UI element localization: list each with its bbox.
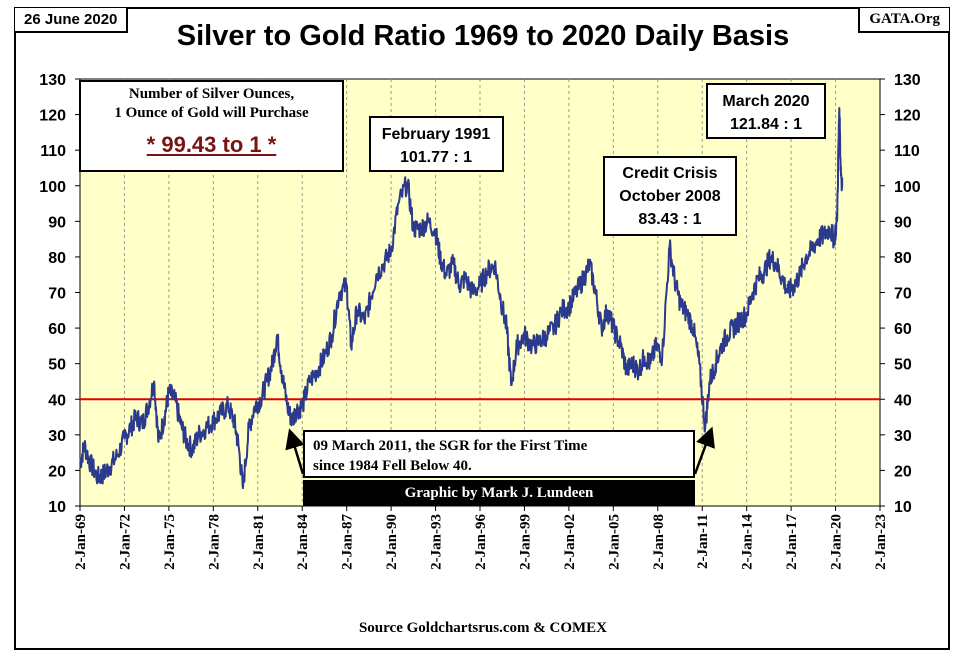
annotation-feb-1991-line2: 101.77 : 1 — [400, 149, 472, 166]
site-label: GATA.Org — [858, 8, 949, 33]
y-tick-label-left: 110 — [40, 143, 66, 160]
annotation-oct-2008: Credit Crisis October 2008 83.43 : 1 — [603, 156, 737, 236]
y-tick-label-right: 70 — [894, 286, 912, 303]
x-tick-label: 2-Jan-78 — [206, 514, 222, 570]
annotation-oct-2008-line2: October 2008 — [619, 188, 720, 205]
x-tick-label: 2-Jan-99 — [517, 514, 533, 570]
x-tick-label: 2-Jan-81 — [251, 514, 267, 570]
y-tick-label-left: 50 — [48, 357, 66, 374]
x-axis: 2-Jan-69 2-Jan-72 2-Jan-75 2-Jan-78 2-Jan-81… — [73, 506, 889, 570]
ratio-series-line — [79, 107, 844, 490]
y-tick-label-right: 130 — [894, 72, 921, 89]
y-tick-label-left: 40 — [48, 392, 66, 409]
y-tick-label-left: 10 — [48, 499, 66, 516]
arrow-1984 — [285, 428, 305, 475]
current-ratio: * 99.43 to 1 * — [146, 132, 277, 157]
info-line1: Number of Silver Ounces, — [128, 86, 295, 102]
x-tick-label: 2-Jan-96 — [473, 514, 489, 570]
y-tick-label-left: 100 — [39, 179, 66, 196]
note-box: 09 March 2011, the SGR for the First Tim… — [303, 430, 695, 478]
y-tick-label-left: 60 — [48, 321, 66, 338]
y-tick-label-right: 10 — [894, 499, 912, 516]
y-tick-label-left: 130 — [39, 72, 66, 89]
x-tick-label: 2-Jan-69 — [73, 514, 89, 570]
x-tick-label: 2-Jan-75 — [162, 514, 178, 570]
date-label: 26 June 2020 — [15, 8, 129, 33]
y-tick-label-right: 40 — [894, 392, 912, 409]
y-axis-left: 10 20 30 40 50 60 70 80 90 100 110 120 130 — [39, 72, 885, 516]
x-tick-label: 2-Jan-72 — [117, 514, 133, 570]
y-tick-label-right: 80 — [894, 250, 912, 267]
note-line2: since 1984 Fell Below 40. — [313, 458, 472, 474]
x-tick-label: 2-Jan-23 — [873, 514, 889, 570]
x-tick-label: 2-Jan-20 — [829, 514, 845, 570]
y-tick-label-right: 20 — [894, 463, 912, 480]
y-axis-right: 10 20 30 40 50 60 70 80 90 100 110 120 130 — [894, 72, 921, 516]
note-line1: 09 March 2011, the SGR for the First Tim… — [313, 438, 588, 454]
annotation-mar-2020-line2: 121.84 : 1 — [730, 116, 802, 133]
y-tick-label-right: 110 — [894, 143, 920, 160]
y-tick-label-right: 90 — [894, 214, 912, 231]
y-tick-label-right: 30 — [894, 428, 912, 445]
x-tick-label: 2-Jan-90 — [384, 514, 400, 570]
x-tick-label: 2-Jan-14 — [740, 514, 756, 570]
x-tick-label: 2-Jan-93 — [429, 514, 445, 570]
credit-bar: Graphic by Mark J. Lundeen — [303, 480, 695, 506]
x-tick-label: 2-Jan-84 — [295, 514, 311, 570]
chart-title: Silver to Gold Ratio 1969 to 2020 Daily … — [176, 20, 790, 52]
y-tick-label-left: 20 — [48, 463, 66, 480]
annotation-oct-2008-line3: 83.43 : 1 — [638, 211, 701, 228]
y-tick-label-right: 100 — [894, 179, 921, 196]
annotation-mar-2020-line1: March 2020 — [722, 93, 809, 110]
x-tick-label: 2-Jan-17 — [784, 514, 800, 570]
x-tick-label: 2-Jan-08 — [651, 514, 667, 570]
annotation-feb-1991-line1: February 1991 — [382, 126, 491, 143]
y-tick-label-left: 120 — [39, 108, 66, 125]
y-tick-label-left: 90 — [48, 214, 66, 231]
annotation-feb-1991: February 1991 101.77 : 1 — [369, 116, 504, 172]
y-tick-label-left: 30 — [48, 428, 66, 445]
ratio-info-box: Number of Silver Ounces, 1 Ounce of Gold… — [79, 80, 344, 172]
y-tick-label-left: 70 — [48, 286, 66, 303]
y-tick-label-right: 50 — [894, 357, 912, 374]
arrow-2011 — [693, 426, 715, 475]
annotation-mar-2020: March 2020 121.84 : 1 — [706, 83, 826, 139]
info-line2: 1 Ounce of Gold will Purchase — [114, 105, 309, 121]
y-tick-label-right: 60 — [894, 321, 912, 338]
x-tick-label: 2-Jan-87 — [340, 514, 356, 570]
y-tick-label-left: 80 — [48, 250, 66, 267]
x-tick-label: 2-Jan-02 — [562, 514, 578, 570]
annotation-oct-2008-line1: Credit Crisis — [622, 165, 717, 182]
x-tick-label: 2-Jan-05 — [606, 514, 622, 570]
y-tick-label-right: 120 — [894, 108, 921, 125]
source-label: Source Goldchartsrus.com & COMEX — [358, 620, 608, 636]
x-tick-label: 2-Jan-11 — [695, 514, 711, 569]
